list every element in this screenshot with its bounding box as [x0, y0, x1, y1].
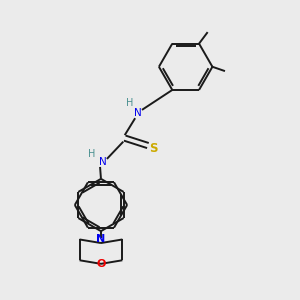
Text: H: H: [88, 148, 96, 159]
Text: N: N: [99, 157, 106, 167]
Text: H: H: [125, 98, 133, 108]
Text: N: N: [96, 235, 106, 244]
Text: S: S: [149, 142, 157, 155]
Text: O: O: [96, 259, 106, 269]
Text: N: N: [134, 108, 142, 118]
